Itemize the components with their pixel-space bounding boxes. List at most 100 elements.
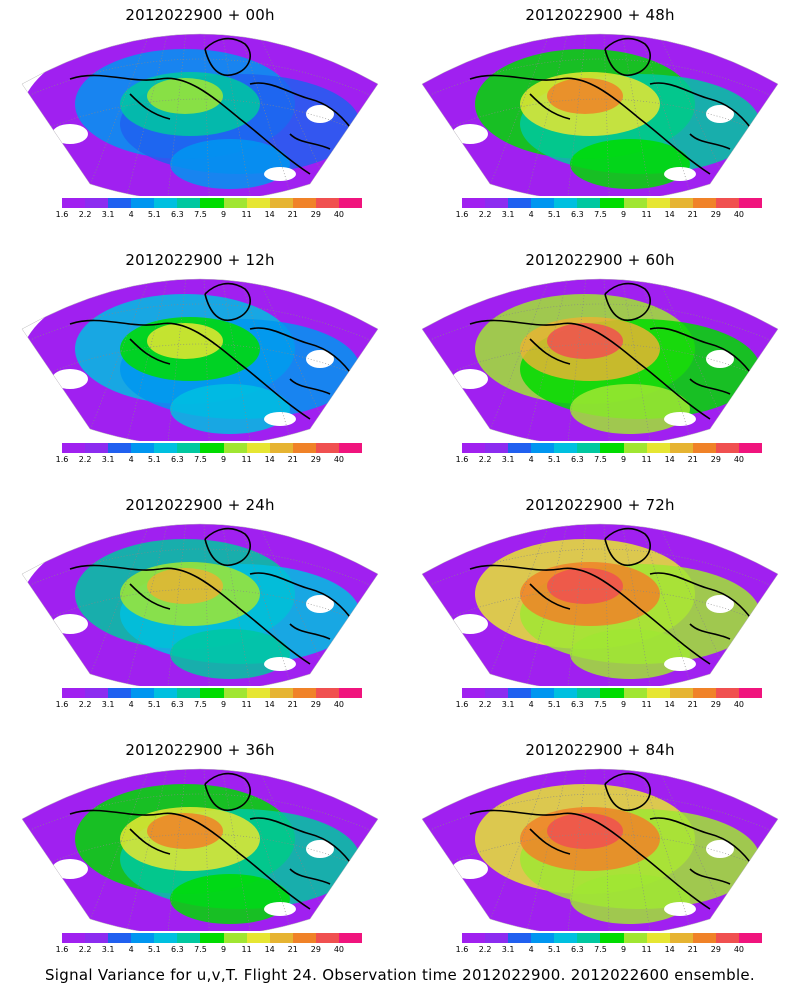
panel-title: 2012022900 + 84h: [525, 741, 675, 759]
coastline: [69, 564, 311, 665]
colorbar-swatch: [131, 198, 155, 208]
colorbar-label: 21: [287, 700, 298, 709]
colorbar-swatch: [223, 688, 247, 698]
low-variance-region: [706, 350, 734, 368]
colorbar-label: 7.5: [194, 945, 207, 954]
colorbar-swatch: [738, 443, 763, 453]
colorbar-swatch: [508, 198, 532, 208]
colorbar-swatch: [200, 933, 224, 943]
colorbar-label: 21: [687, 945, 698, 954]
coastline: [469, 319, 711, 420]
colorbar-label: 4: [528, 455, 534, 464]
coastline: [289, 868, 331, 885]
variance-contour: [547, 323, 623, 359]
colorbar-swatch: [738, 933, 763, 943]
colorbar-swatch: [646, 443, 670, 453]
colorbar-swatch: [600, 198, 624, 208]
colorbar-swatches: [62, 688, 363, 698]
colorbar-label: 14: [664, 945, 675, 954]
colorbar-swatch: [246, 198, 270, 208]
graticule-meridian: [74, 524, 201, 686]
map-panel: 2012022900 + 84h 1.6 2.2 3.1 4 5.1 6.3 7.5 9 11 14…: [400, 735, 800, 980]
colorbar: 1.6 2.2 3.1 4 5.1 6.3 7.5 9 11 14 21 29 40: [452, 933, 763, 963]
colorbar-swatch: [692, 198, 716, 208]
colorbar-label: 2.2: [478, 700, 492, 709]
map-panel: 2012022900 + 00h 1.6 2.2 3.1 4 5.1 6.3 7.5 9 11 14…: [0, 0, 400, 245]
graticule-meridian: [599, 769, 656, 931]
colorbar-swatch: [177, 933, 201, 943]
colorbar-labels: 1.6 2.2 3.1 4 5.1 6.3 7.5 9 11 14 21 29 40: [52, 700, 372, 712]
low-variance-region: [264, 902, 296, 916]
colorbar-swatches: [462, 198, 763, 208]
coastline: [69, 74, 311, 175]
panel-title: 2012022900 + 12h: [125, 251, 275, 269]
colorbar-swatch: [315, 933, 339, 943]
map-outline: [21, 768, 379, 931]
colorbar-label: 9: [220, 455, 227, 464]
colorbar-label: 1.6: [55, 210, 69, 219]
colorbar-swatch: [223, 198, 247, 208]
colorbar-swatch: [669, 443, 693, 453]
colorbar-swatch: [246, 443, 270, 453]
colorbar-label: 5.1: [147, 945, 161, 954]
colorbar-swatch: [338, 443, 363, 453]
colorbar-label: 1.6: [55, 700, 69, 709]
graticule-meridian: [199, 34, 301, 196]
coastline: [529, 583, 571, 610]
colorbar-label: 1.6: [455, 210, 469, 219]
panel-title: 2012022900 + 36h: [125, 741, 275, 759]
graticule-meridian: [599, 524, 656, 686]
low-variance-region: [440, 402, 460, 416]
colorbar-label: 21: [287, 210, 298, 219]
colorbar-swatch: [85, 688, 109, 698]
colorbar-swatch: [177, 198, 201, 208]
colorbar-swatch: [269, 443, 293, 453]
colorbar-swatch: [200, 688, 224, 698]
colorbar-label: 6.3: [571, 455, 584, 464]
colorbar-label: 29: [710, 700, 721, 709]
colorbar-swatch: [154, 933, 178, 943]
colorbar-label: 29: [710, 455, 721, 464]
colorbar-swatch: [692, 933, 716, 943]
colorbar-label: 14: [264, 700, 275, 709]
coastline: [649, 82, 756, 135]
colorbar-label: 40: [333, 210, 345, 219]
variance-contour: [570, 874, 690, 924]
map-outline: [421, 33, 779, 196]
colorbar-swatch: [577, 933, 601, 943]
colorbar-swatch: [131, 933, 155, 943]
variance-contour: [147, 813, 223, 849]
colorbar-label: 11: [241, 455, 252, 464]
colorbar-swatch: [623, 198, 647, 208]
coastline: [289, 133, 331, 150]
low-variance-region: [664, 657, 696, 671]
colorbar-label: 5.1: [147, 455, 161, 464]
colorbar-label: 14: [264, 945, 275, 954]
coastline: [649, 572, 756, 625]
colorbar-label: 6.3: [571, 945, 584, 954]
colorbar-swatch: [531, 198, 555, 208]
colorbar-labels: 1.6 2.2 3.1 4 5.1 6.3 7.5 9 11 14 21 29 40: [452, 945, 772, 957]
map-outline: [421, 768, 779, 931]
low-variance-region: [306, 595, 334, 613]
colorbar-label: 14: [664, 210, 675, 219]
graticule-meridian: [474, 769, 601, 931]
colorbar: 1.6 2.2 3.1 4 5.1 6.3 7.5 9 11 14 21 29 40: [52, 688, 363, 718]
coastline: [689, 623, 731, 640]
colorbar-swatches: [462, 933, 763, 943]
colorbar-swatch: [85, 443, 109, 453]
colorbar-labels: 1.6 2.2 3.1 4 5.1 6.3 7.5 9 11 14 21 29 40: [52, 945, 372, 957]
low-variance-region: [264, 412, 296, 426]
coastline: [529, 338, 571, 365]
coastline: [469, 564, 711, 665]
panel-title: 2012022900 + 48h: [525, 6, 675, 24]
colorbar-swatch: [692, 688, 716, 698]
colorbar-swatch: [62, 443, 86, 453]
colorbar-swatch: [292, 443, 316, 453]
colorbar-label: 5.1: [147, 700, 161, 709]
colorbar-label: 29: [710, 210, 721, 219]
coastline: [69, 809, 311, 910]
coastline: [604, 282, 651, 321]
colorbar-label: 4: [528, 945, 534, 954]
colorbar-swatch: [600, 688, 624, 698]
